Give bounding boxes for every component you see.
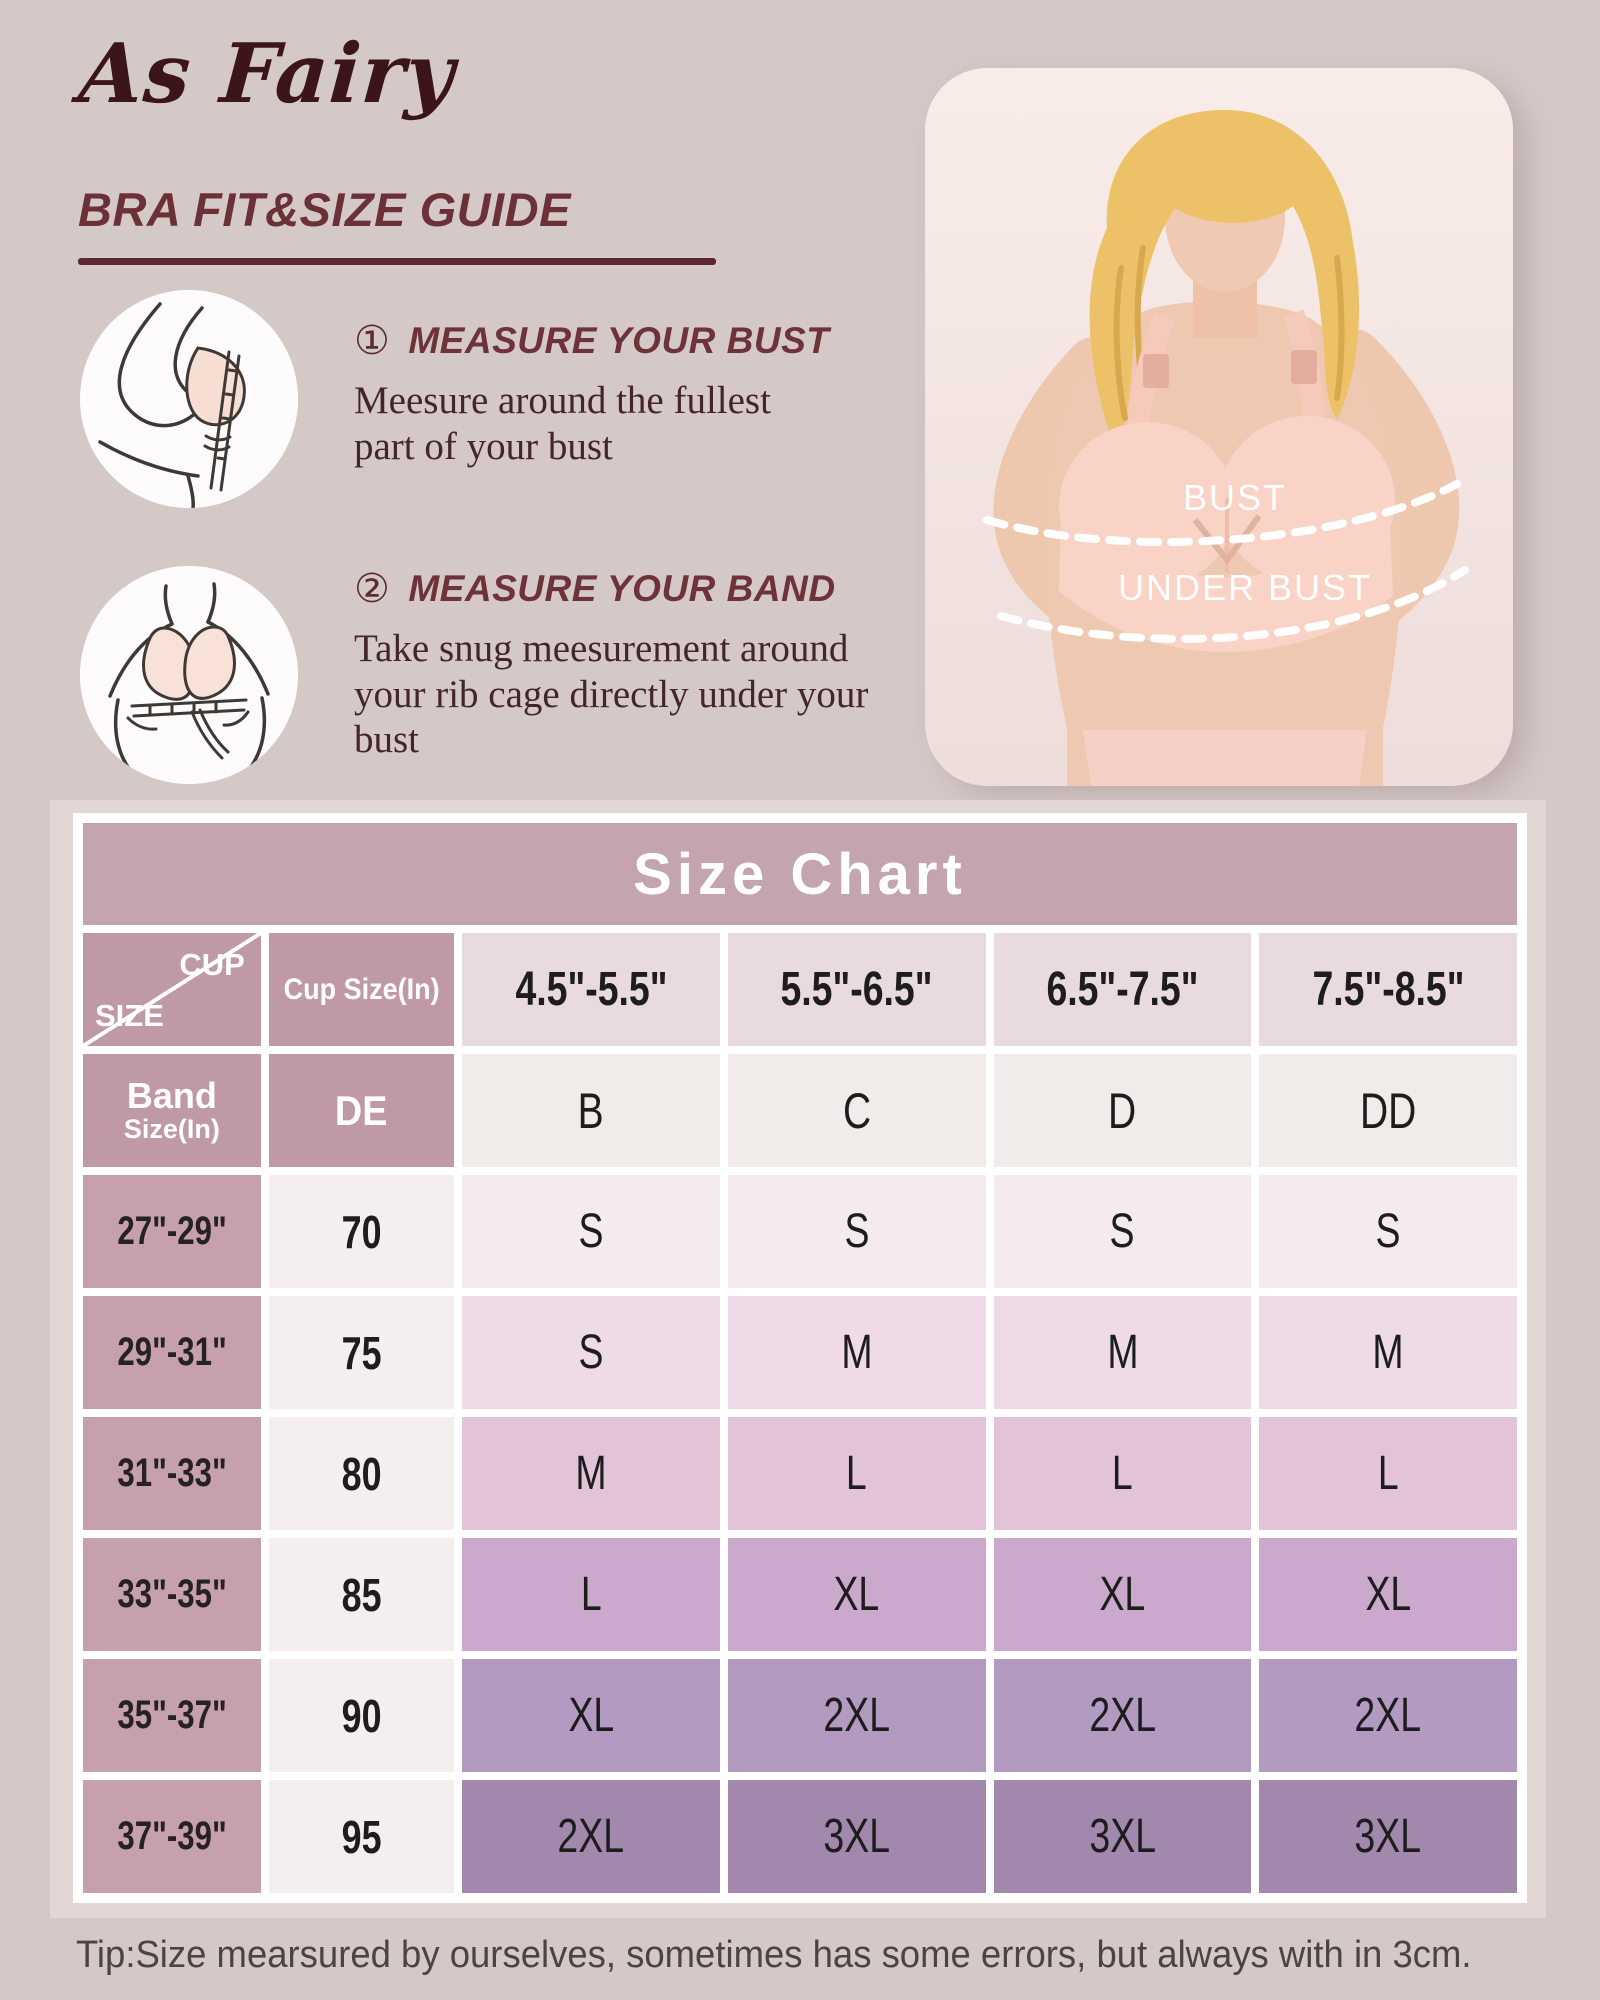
range-header: 4.5"-5.5" [462,933,720,1046]
measure-band-illustration [80,566,298,784]
size-cell: L [727,1417,986,1530]
size-cell: XL [727,1538,986,1651]
model-photo: BUST UNDER BUST [925,68,1513,786]
step-1-heading-text: MEASURE YOUR BUST [408,320,830,361]
tip-text: Tip:Size mearsured by ourselves, sometim… [76,1934,1472,1976]
size-cell: M [993,1296,1252,1409]
cup-c: C [842,1082,871,1139]
size-cell: S [727,1175,986,1288]
size-cell: 2XL [993,1659,1252,1772]
size-cell: XL [1259,1538,1517,1651]
cup-letter-cell: D [993,1054,1252,1167]
model-photo-illustration: BUST UNDER BUST [925,68,1513,786]
band-size-header: Band Size(In) [83,1054,261,1167]
de-cell: 80 [268,1417,455,1530]
size-cell: S [462,1296,720,1409]
size-cell: 3XL [727,1780,986,1893]
size-cell: L [993,1417,1252,1530]
size-cell: M [1259,1296,1517,1409]
cup-letter-cell: DD [1259,1054,1517,1167]
bust-label: BUST [1183,477,1287,518]
measure-bust-illustration [80,290,298,508]
under-bust-label: UNDER BUST [1118,567,1372,608]
range-0: 4.5"-5.5" [515,963,668,1016]
size-cell: 2XL [1259,1659,1517,1772]
corner-cup-label: CUP [179,947,245,982]
range-1: 5.5"-6.5" [780,963,933,1016]
cup-de: DE [335,1086,388,1134]
step-1-block: ① MEASURE YOUR BUST Meesure around the f… [354,318,914,469]
size-cell: 2XL [462,1780,720,1893]
measure-band-icon [80,566,298,784]
brand-logo: As Fairy [76,26,458,122]
size-cell: 3XL [1259,1780,1517,1893]
cup-letter-cell: C [727,1054,986,1167]
size-chart-table: CUP SIZE Cup Size(In) 4.5"-5.5" 5.5"-6.5… [83,933,1517,1893]
size-cell: S [1259,1175,1517,1288]
de-cell: 95 [268,1780,455,1893]
band-cell: 33"-35" [83,1538,261,1651]
step-1-number-icon: ① [354,319,391,363]
range-header: 7.5"-8.5" [1259,933,1517,1046]
step-1-body: Meesure around the fullest part of your … [354,379,771,468]
size-cell: XL [462,1659,720,1772]
range-header: 5.5"-6.5" [727,933,986,1046]
cup-d: D [1108,1082,1137,1139]
band-header-line1: Band [126,1075,217,1117]
de-cell: 90 [268,1659,455,1772]
size-cell: 3XL [993,1780,1252,1893]
step-2-body: Take snug meesurement around your rib ca… [354,627,869,762]
band-cell: 31"-33" [83,1417,261,1530]
size-cell: S [462,1175,720,1288]
de-cell: 85 [268,1538,455,1651]
measure-bust-icon [80,290,298,508]
band-cell: 29"-31" [83,1296,261,1409]
size-cell: M [462,1417,720,1530]
cup-letter-cell: B [462,1054,720,1167]
cup-size-header-text: Cup Size(In) [283,972,440,1006]
size-cell: 2XL [727,1659,986,1772]
cup-system-header: DE [268,1054,455,1167]
band-cell: 35"-37" [83,1659,261,1772]
range-header: 6.5"-7.5" [993,933,1252,1046]
corner-size-label: SIZE [95,998,164,1033]
column-header-cup-size: Cup Size(In) [268,933,455,1046]
step-2-heading-text: MEASURE YOUR BAND [408,568,836,609]
page-title: BRA FIT&SIZE GUIDE [78,183,571,236]
band-header-line2: Size(In) [123,1114,220,1145]
size-chart-title: Size Chart [83,823,1517,925]
step-2-number-icon: ② [354,567,391,611]
de-cell: 70 [268,1175,455,1288]
size-cell: L [1259,1417,1517,1530]
step-2-block: ② MEASURE YOUR BAND Take snug meesuremen… [354,566,914,763]
size-cell: S [993,1175,1252,1288]
corner-cell: CUP SIZE [83,933,261,1046]
size-cell: M [727,1296,986,1409]
cup-b: B [578,1082,605,1139]
range-3: 7.5"-8.5" [1312,963,1465,1016]
size-chart-panel: Size Chart CUP SIZE Cup Size(In) 4.5"-5.… [50,800,1546,1918]
size-chart-frame: Size Chart CUP SIZE Cup Size(In) 4.5"-5.… [73,813,1527,1903]
cup-dd: DD [1359,1082,1417,1139]
step-1-heading: ① MEASURE YOUR BUST [354,318,914,364]
band-cell: 37"-39" [83,1780,261,1893]
range-2: 6.5"-7.5" [1046,963,1199,1016]
size-cell: XL [993,1538,1252,1651]
band-cell: 27"-29" [83,1175,261,1288]
title-underline [78,258,716,265]
de-cell: 75 [268,1296,455,1409]
step-2-heading: ② MEASURE YOUR BAND [354,566,914,612]
size-cell: L [462,1538,720,1651]
